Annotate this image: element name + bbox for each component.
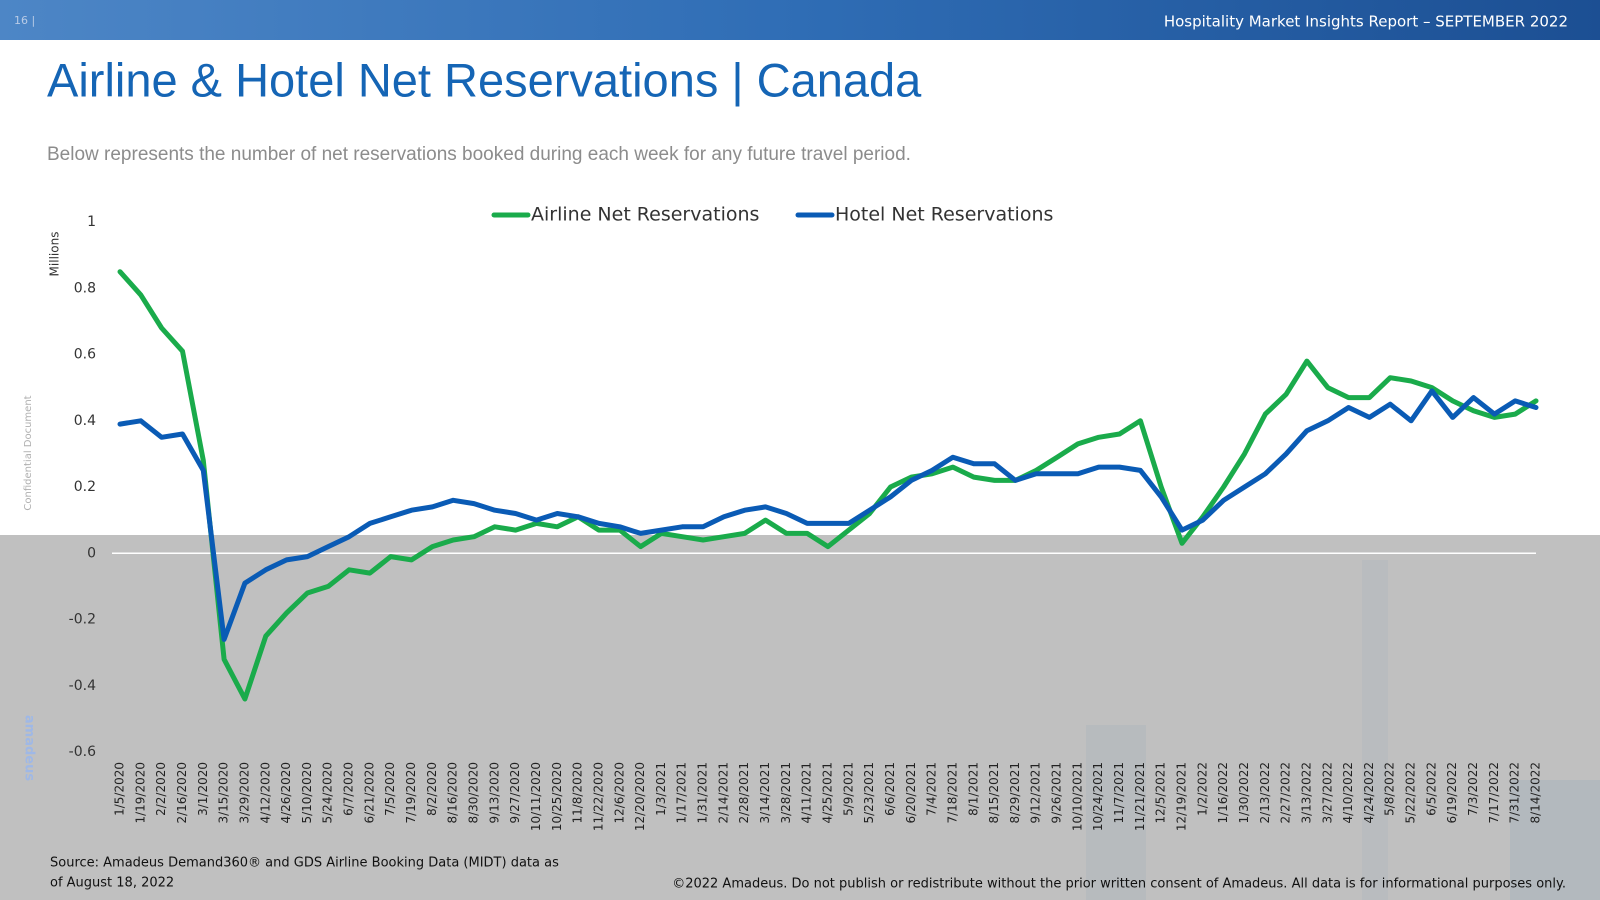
x-tick-label: 9/12/2021 <box>1029 762 1043 824</box>
x-tick-label: 2/27/2022 <box>1279 762 1293 824</box>
y-tick-label: 0 <box>87 545 96 561</box>
x-tick-label: 3/27/2022 <box>1320 762 1334 824</box>
slide-title: Airline & Hotel Net Reservations | Canad… <box>47 53 922 106</box>
x-tick-label: 4/12/2020 <box>258 762 272 824</box>
x-tick-label: 5/24/2020 <box>321 762 335 824</box>
x-tick-label: 8/30/2020 <box>467 762 481 824</box>
logo: amadeus <box>22 715 37 781</box>
subtitle: Below represents the number of net reser… <box>47 144 911 165</box>
x-tick-label: 5/23/2021 <box>862 762 876 824</box>
x-tick-label: 1/5/2020 <box>113 762 127 816</box>
x-tick-label: 11/21/2021 <box>1133 762 1147 831</box>
x-tick-label: 12/6/2020 <box>612 762 626 824</box>
x-tick-label: 10/25/2020 <box>550 762 564 831</box>
y-tick-label: -0.6 <box>69 744 96 760</box>
x-tick-label: 6/19/2022 <box>1445 762 1459 824</box>
building <box>1362 560 1388 900</box>
x-tick-label: 9/13/2020 <box>487 762 501 824</box>
x-tick-label: 7/4/2021 <box>925 762 939 816</box>
x-tick-label: 3/15/2020 <box>217 762 231 824</box>
x-tick-label: 4/26/2020 <box>279 762 293 824</box>
x-tick-label: 7/31/2022 <box>1508 762 1522 824</box>
x-tick-label: 1/31/2021 <box>696 762 710 824</box>
x-tick-label: 10/24/2021 <box>1091 762 1105 831</box>
y-tick-label: 0.2 <box>74 479 96 495</box>
x-tick-label: 10/11/2020 <box>529 762 543 831</box>
x-tick-label: 8/2/2020 <box>425 762 439 816</box>
x-tick-label: 2/13/2022 <box>1258 762 1272 824</box>
x-tick-label: 9/26/2021 <box>1050 762 1064 824</box>
x-tick-label: 7/5/2020 <box>383 762 397 816</box>
x-tick-label: 6/20/2021 <box>904 762 918 824</box>
x-tick-label: 12/20/2020 <box>633 762 647 831</box>
x-tick-label: 5/9/2021 <box>841 762 855 816</box>
x-tick-label: 4/24/2022 <box>1362 762 1376 824</box>
side-note: Confidential Document <box>23 395 34 510</box>
x-tick-label: 4/11/2021 <box>800 762 814 824</box>
x-tick-label: 2/16/2020 <box>175 762 189 824</box>
x-tick-label: 7/17/2022 <box>1487 762 1501 824</box>
x-tick-label: 1/19/2020 <box>133 762 147 824</box>
x-tick-label: 6/5/2022 <box>1424 762 1438 816</box>
x-tick-label: 7/3/2022 <box>1466 762 1480 816</box>
x-tick-label: 3/14/2021 <box>758 762 772 824</box>
x-tick-label: 1/17/2021 <box>675 762 689 824</box>
background-photo <box>0 535 1600 900</box>
x-tick-label: 6/7/2020 <box>342 762 356 816</box>
x-tick-label: 11/8/2020 <box>571 762 585 824</box>
x-tick-label: 10/10/2021 <box>1070 762 1084 831</box>
legend-label: Hotel Net Reservations <box>835 204 1053 226</box>
x-tick-label: 11/7/2021 <box>1112 762 1126 824</box>
x-tick-label: 5/10/2020 <box>300 762 314 824</box>
y-tick-label: 0.8 <box>74 280 96 296</box>
x-tick-label: 12/19/2021 <box>1175 762 1189 831</box>
x-tick-label: 1/16/2022 <box>1216 762 1230 824</box>
y-tick-label: -0.4 <box>69 678 96 694</box>
x-tick-label: 12/5/2021 <box>1154 762 1168 824</box>
series-line <box>117 269 1539 702</box>
x-tick-label: 1/30/2022 <box>1237 762 1251 824</box>
x-tick-label: 5/22/2022 <box>1404 762 1418 824</box>
x-tick-label: 2/28/2021 <box>737 762 751 824</box>
x-tick-label: 3/1/2020 <box>196 762 210 816</box>
x-tick-label: 8/14/2022 <box>1529 762 1543 824</box>
building <box>1086 725 1146 900</box>
x-tick-label: 1/3/2021 <box>654 762 668 816</box>
legend-label: Airline Net Reservations <box>531 204 759 226</box>
x-tick-label: 3/29/2020 <box>237 762 251 824</box>
y-tick-label: -0.2 <box>69 612 96 628</box>
y-tick-label: 0.6 <box>74 347 96 363</box>
y-tick-label: 0.4 <box>74 413 96 429</box>
x-tick-label: 9/27/2020 <box>508 762 522 824</box>
x-tick-label: 4/25/2021 <box>821 762 835 824</box>
header-bar <box>0 0 1600 40</box>
page-number: 16 | <box>14 14 35 27</box>
source-line: Source: Amadeus Demand360® and GDS Airli… <box>50 856 559 871</box>
series-line <box>117 388 1539 642</box>
y-axis-label: Millions <box>48 232 62 277</box>
copyright: ©2022 Amadeus. Do not publish or redistr… <box>672 877 1566 892</box>
x-tick-label: 3/28/2021 <box>779 762 793 824</box>
x-tick-label: 7/19/2020 <box>404 762 418 824</box>
source-line: of August 18, 2022 <box>50 876 174 891</box>
building <box>1510 780 1600 900</box>
x-tick-label: 6/21/2020 <box>362 762 376 824</box>
x-tick-label: 6/6/2021 <box>883 762 897 816</box>
x-tick-label: 8/15/2021 <box>987 762 1001 824</box>
x-tick-label: 8/16/2020 <box>446 762 460 824</box>
report-title: Hospitality Market Insights Report – SEP… <box>1164 13 1568 31</box>
x-tick-label: 1/2/2022 <box>1195 762 1209 816</box>
y-tick-label: 1 <box>87 214 96 230</box>
x-tick-label: 4/10/2022 <box>1341 762 1355 824</box>
x-tick-label: 5/8/2022 <box>1383 762 1397 816</box>
x-tick-label: 11/22/2020 <box>591 762 605 831</box>
x-tick-label: 2/14/2021 <box>716 762 730 824</box>
x-tick-label: 7/18/2021 <box>945 762 959 824</box>
x-tick-label: 8/1/2021 <box>966 762 980 816</box>
x-tick-label: 3/13/2022 <box>1299 762 1313 824</box>
x-tick-label: 2/2/2020 <box>154 762 168 816</box>
x-tick-label: 8/29/2021 <box>1008 762 1022 824</box>
